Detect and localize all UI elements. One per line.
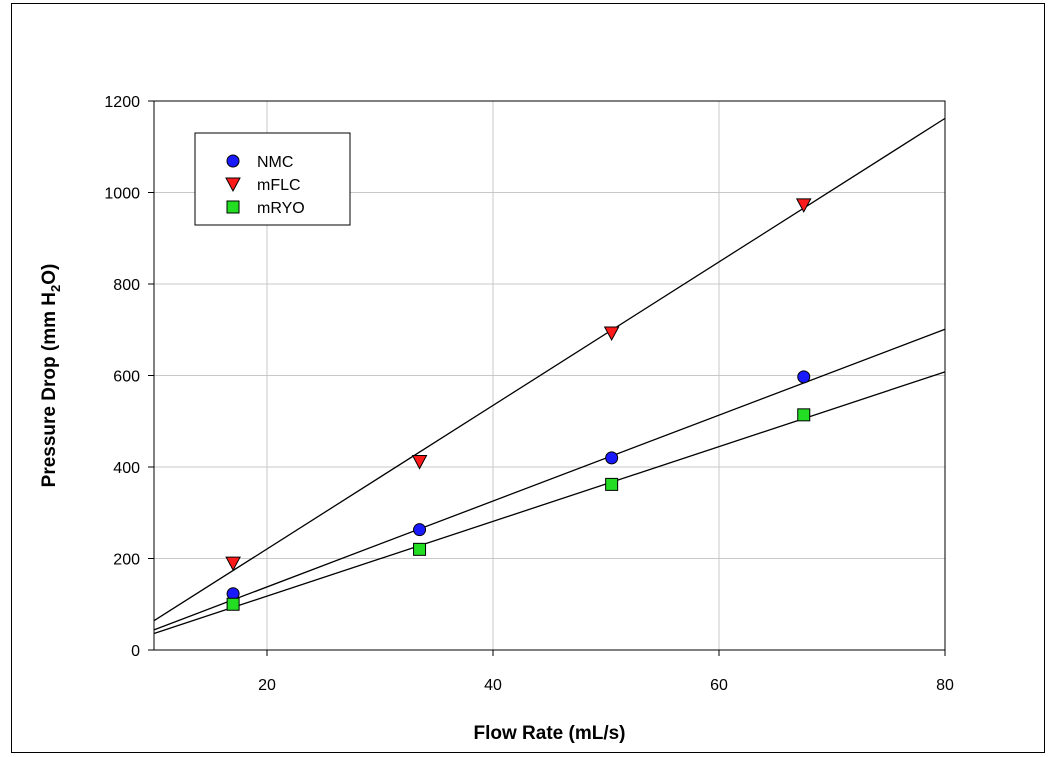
- y-tick-label: 400: [113, 460, 140, 477]
- data-point-nmc: [797, 370, 811, 384]
- x-tick-label: 40: [484, 677, 502, 694]
- legend-label-mflc: mFLC: [257, 177, 301, 194]
- x-tick-label: 80: [936, 677, 954, 694]
- fit-line-mflc: [153, 117, 946, 622]
- legend-marker-mryo: [226, 200, 240, 214]
- chart-frame: [11, 3, 1045, 753]
- x-axis-title: Flow Rate (mL/s): [473, 723, 625, 744]
- y-tick-label: 800: [113, 277, 140, 294]
- data-point-nmc: [605, 451, 619, 465]
- data-point-mflc: [603, 326, 620, 342]
- data-point-mryo: [797, 408, 811, 422]
- legend-box: [194, 132, 351, 226]
- y-tick-label: 0: [131, 643, 140, 660]
- y-axis-title-prefix: Pressure Drop (mm H: [39, 292, 60, 487]
- x-tick-label: 60: [710, 677, 728, 694]
- data-point-mflc: [411, 455, 428, 470]
- y-tick-label: 600: [113, 369, 140, 386]
- legend: NMC mFLC mRYO: [194, 132, 351, 226]
- data-point-nmc: [413, 523, 427, 537]
- y-tick-label: 200: [113, 552, 140, 569]
- data-point-mryo: [605, 477, 619, 491]
- legend-label-nmc: NMC: [257, 154, 293, 171]
- y-axis-title: Pressure Drop (mm H2O): [39, 264, 63, 488]
- fit-line-mryo: [153, 371, 946, 635]
- data-markers: [225, 198, 812, 611]
- data-point-mflc: [225, 556, 241, 572]
- data-point-mryo: [226, 597, 240, 611]
- legend-label-mryo: mRYO: [257, 200, 305, 217]
- data-point-mflc: [795, 198, 812, 213]
- x-tick-label: 20: [258, 677, 276, 694]
- fit-lines: [153, 117, 946, 635]
- y-tick-label: 1200: [104, 94, 140, 111]
- y-axis-title-subscript: 2: [48, 285, 63, 292]
- legend-marker-nmc: [226, 154, 240, 168]
- data-point-mryo: [413, 542, 427, 556]
- y-tick-label: 1000: [104, 186, 140, 203]
- y-axis-title-suffix: O): [39, 264, 60, 285]
- legend-marker-mflc: [225, 177, 241, 193]
- fit-line-nmc: [153, 328, 946, 631]
